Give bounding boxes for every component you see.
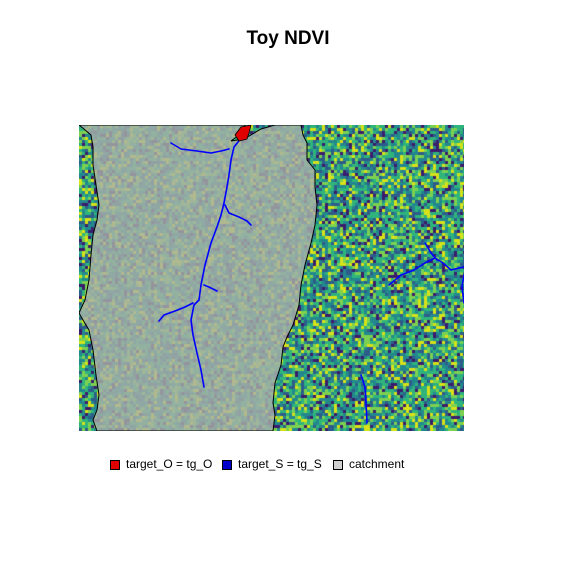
outlet-target-o (234, 125, 252, 142)
map-title: Toy NDVI (246, 28, 330, 49)
stream-tributary-west (158, 302, 194, 322)
stream-tributary-upper-left (170, 142, 230, 154)
legend-swatch-target-s (222, 460, 232, 470)
stream-tributary-east (224, 204, 252, 226)
catchment-polygon (79, 125, 318, 431)
legend-label-target-o: target_O = tg_O (126, 457, 213, 471)
legend-swatch-target-o (110, 460, 120, 470)
legend-label-target-s: target_S = tg_S (238, 457, 322, 471)
legend-label-catchment: catchment (349, 457, 405, 471)
stream-tributary-mid (203, 284, 218, 292)
ndvi-map (79, 125, 464, 431)
stream-network-catchment (158, 136, 252, 388)
catchment-area (79, 125, 318, 431)
stream-network-outside (360, 242, 464, 424)
stream-east-branch (424, 242, 438, 261)
legend-swatch-catchment (333, 460, 343, 470)
stream-east-upper (388, 257, 464, 286)
map-overlay (79, 125, 464, 431)
stream-east-right (461, 274, 464, 304)
stream-south (360, 374, 368, 424)
stream-main (190, 136, 243, 388)
